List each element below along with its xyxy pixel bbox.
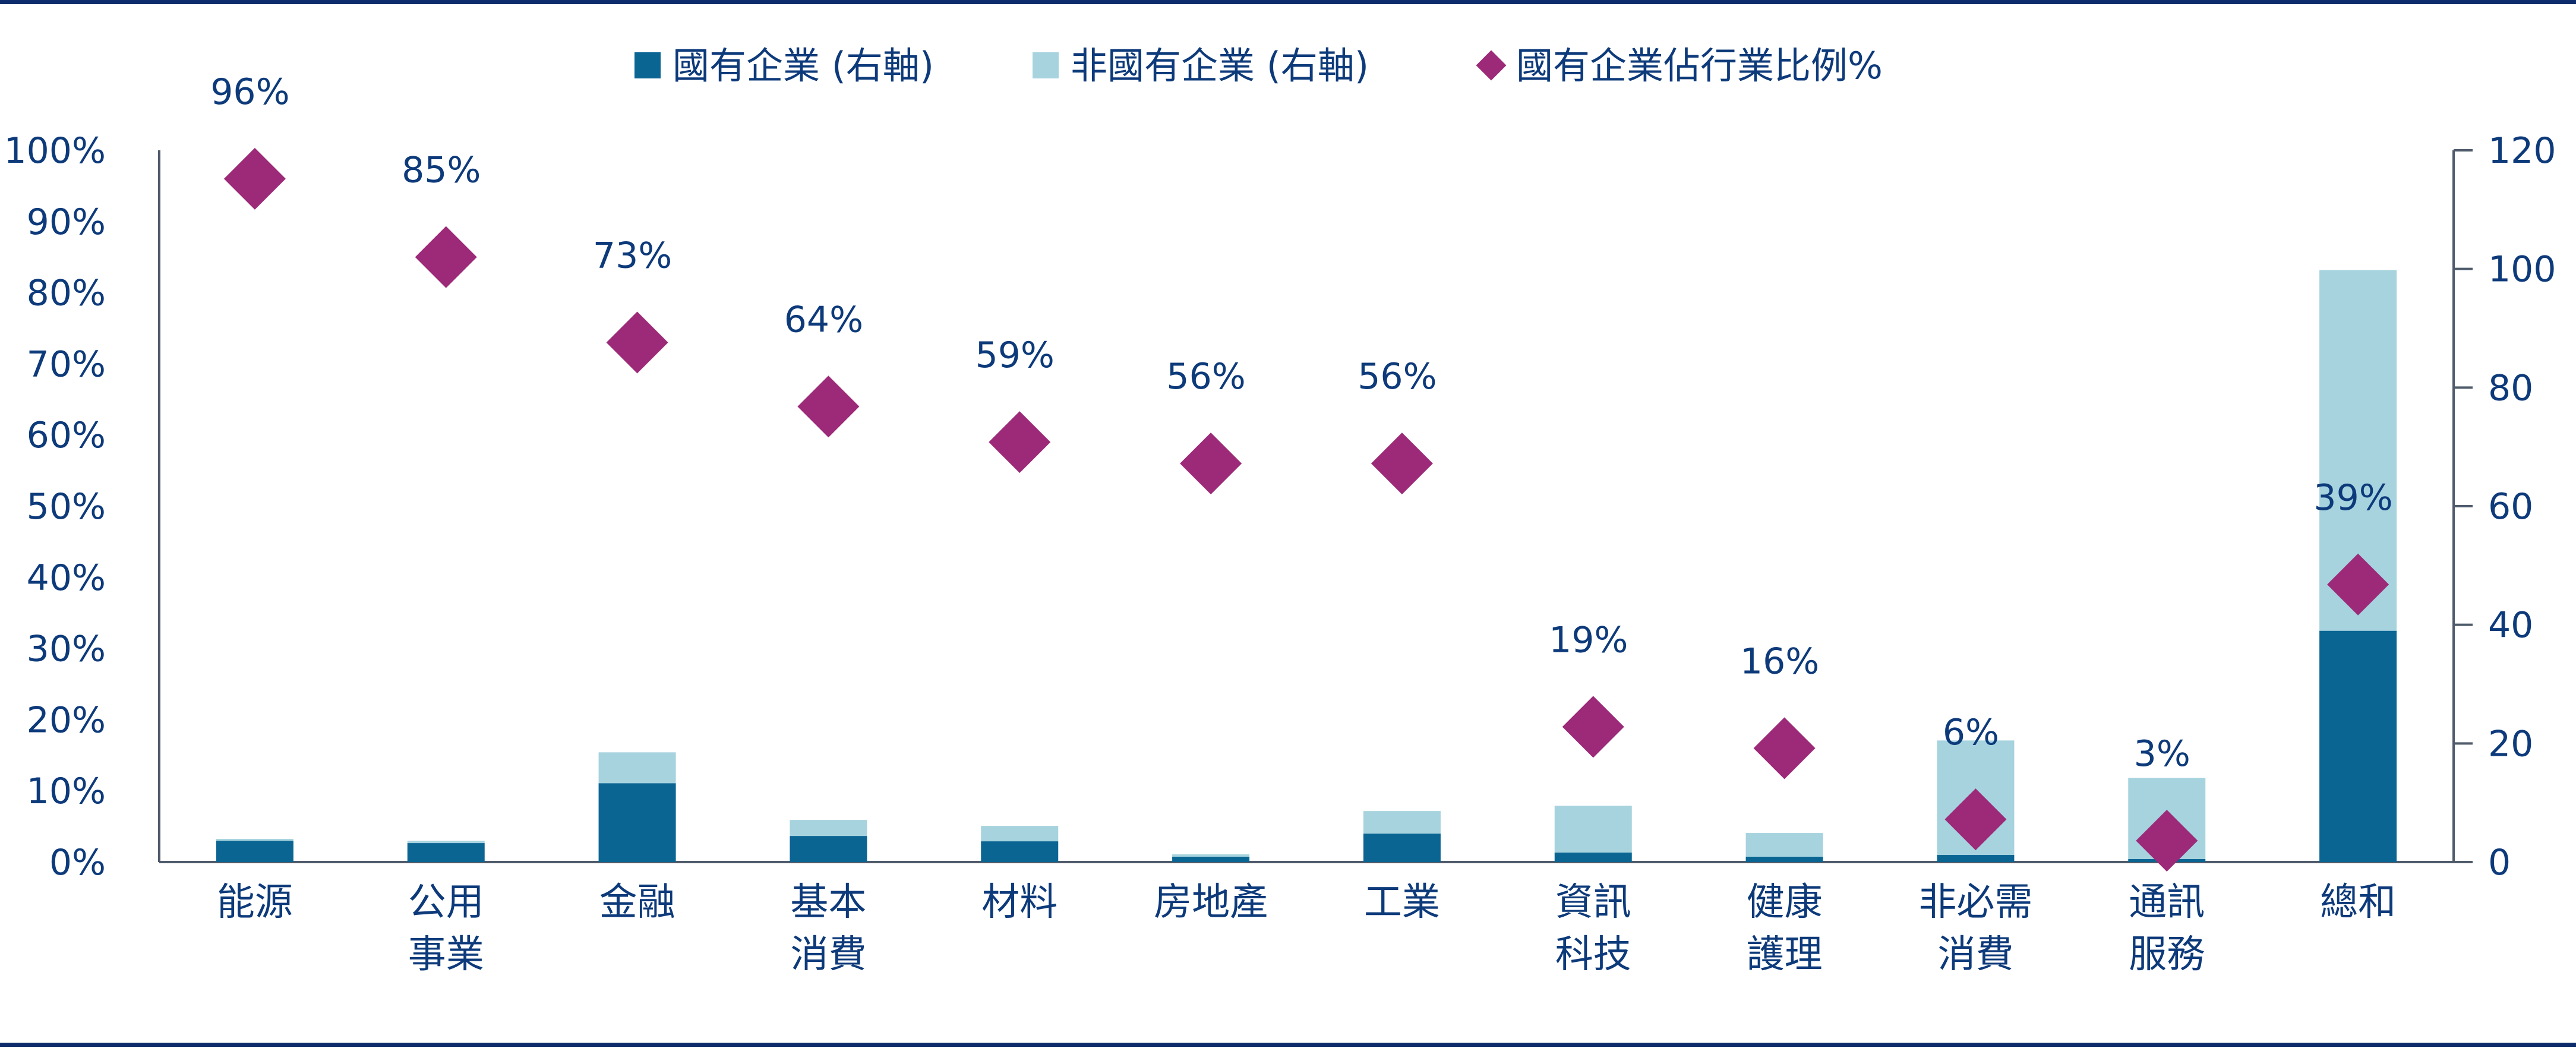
data-label: 56% [1166, 356, 1245, 397]
left-tick-label: 80% [27, 273, 106, 314]
bar-soe [1172, 857, 1250, 862]
bar-soe [216, 841, 293, 862]
bar-non-soe [1554, 806, 1632, 853]
left-tick-label: 20% [27, 699, 106, 741]
right-tick-label: 40 [2488, 605, 2533, 646]
category-label: 資訊 [1555, 880, 1631, 924]
bar-soe [1937, 855, 2015, 862]
data-label: 6% [1943, 712, 1999, 753]
right-tick-label: 80 [2488, 367, 2533, 409]
data-label: 73% [593, 235, 672, 276]
legend-diamond-2 [1476, 50, 1507, 81]
bar-soe [2319, 630, 2397, 862]
bar-non-soe [790, 820, 867, 837]
bar-non-soe [216, 839, 293, 841]
category-label: 非必需 [1918, 880, 2032, 924]
left-tick-label: 70% [27, 343, 106, 385]
category-label: 護理 [1747, 933, 1823, 977]
category-label: 消費 [790, 933, 866, 977]
ratio-diamond [1180, 433, 1242, 495]
bar-soe [981, 841, 1059, 862]
left-tick-label: 0% [49, 842, 106, 883]
category-label: 房地產 [1154, 880, 1268, 924]
legend-label-1: 非國有企業 (右軸) [1071, 44, 1369, 87]
category-label: 事業 [408, 933, 484, 977]
left-tick-label: 10% [27, 771, 106, 812]
left-axis: 0% 10% 20% 30% 40% 50% 60% 70% 80% 90% 100% [4, 130, 160, 883]
ratio-markers [223, 147, 2389, 872]
ratio-diamond [1753, 717, 1816, 779]
bar-soe [1363, 834, 1441, 862]
bar-soe [598, 783, 676, 862]
category-label: 通訊 [2129, 880, 2205, 924]
bar-non-soe [407, 841, 485, 844]
ratio-diamond [2327, 553, 2389, 616]
right-tick-label: 60 [2488, 486, 2533, 528]
ratio-diamond [1371, 433, 1433, 495]
data-label: 3% [2134, 733, 2190, 775]
right-tick-label: 100 [2488, 249, 2556, 291]
data-label: 96% [210, 71, 289, 113]
bar-soe [407, 843, 485, 862]
left-tick-label: 60% [27, 415, 106, 456]
category-label: 工業 [1364, 880, 1440, 924]
ratio-diamond [1562, 696, 1624, 758]
data-label: 56% [1358, 356, 1437, 397]
category-label: 金融 [599, 880, 675, 924]
ratio-diamond [415, 226, 477, 288]
bar-non-soe [981, 826, 1059, 842]
data-labels: 96% 85% 73% 64% 59% 56% 56% 19% 16% 6% 3% 39% [210, 71, 2393, 775]
data-label: 85% [402, 150, 481, 191]
bar-non-soe [598, 752, 676, 784]
legend-label-2: 國有企業佔行業比例% [1516, 44, 1883, 87]
bar-soe [1554, 853, 1632, 862]
top-rule [0, 0, 2576, 4]
right-tick-label: 20 [2488, 723, 2533, 765]
right-axis: 0 20 40 60 80 100 120 [2452, 130, 2556, 883]
category-label: 健康 [1747, 880, 1823, 924]
category-label: 能源 [217, 880, 293, 924]
legend-swatch-1 [1033, 52, 1059, 78]
left-tick-label: 100% [4, 130, 106, 172]
bars [159, 270, 2454, 863]
legend-swatch-0 [634, 52, 661, 78]
bar-non-soe [1363, 811, 1441, 834]
ratio-diamond [797, 375, 860, 438]
ratio-diamond [989, 411, 1051, 474]
ratio-diamond [1944, 788, 2007, 851]
category-label: 服務 [2129, 933, 2205, 977]
left-tick-label: 90% [27, 201, 106, 243]
left-tick-label: 50% [27, 486, 106, 528]
ratio-diamond [2136, 810, 2198, 872]
data-label: 19% [1549, 619, 1628, 661]
ratio-diamond [606, 311, 668, 374]
category-label: 材料 [981, 880, 1057, 924]
data-label: 64% [784, 299, 863, 340]
legend: 國有企業 (右軸) 非國有企業 (右軸) 國有企業佔行業比例% [634, 44, 1883, 87]
category-label: 消費 [1937, 933, 2013, 977]
bottom-rule [0, 1043, 2576, 1047]
legend-label-0: 國有企業 (右軸) [673, 44, 934, 87]
category-label: 公用 [408, 880, 484, 924]
left-tick-label: 30% [27, 629, 106, 670]
category-label: 科技 [1555, 933, 1631, 977]
bar-non-soe [1172, 854, 1250, 857]
bar-non-soe [1745, 833, 1823, 857]
ratio-diamond [223, 147, 286, 210]
left-tick-label: 40% [27, 557, 106, 599]
category-label: 基本 [790, 880, 866, 924]
bar-soe [1745, 857, 1823, 862]
data-label: 39% [2313, 477, 2392, 519]
data-label: 16% [1740, 640, 1819, 682]
right-tick-label: 120 [2488, 130, 2556, 172]
bar-soe [790, 836, 867, 862]
category-label: 總和 [2320, 880, 2396, 924]
right-tick-label: 0 [2488, 842, 2511, 883]
data-label: 59% [976, 334, 1055, 376]
